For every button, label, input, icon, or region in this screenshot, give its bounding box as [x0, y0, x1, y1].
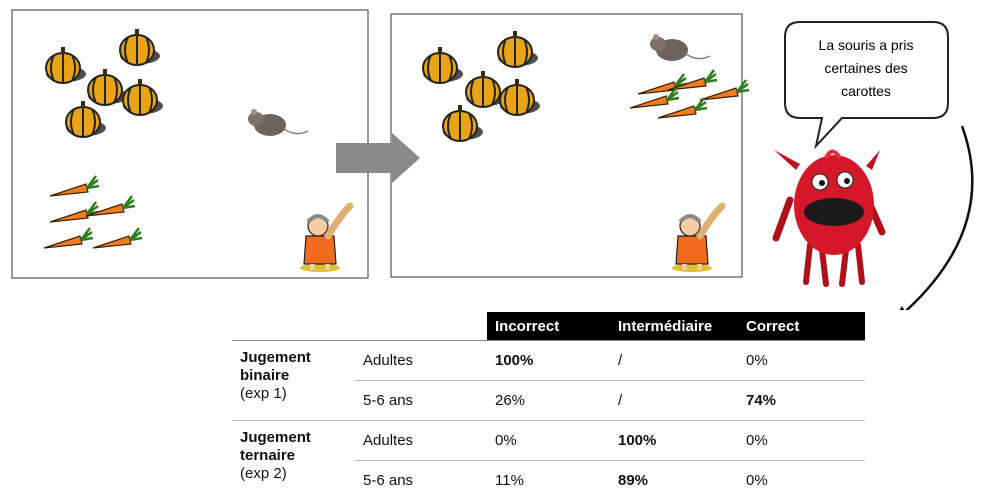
- cell: 5-6 ans: [355, 381, 487, 421]
- cell: Adultes: [355, 341, 487, 381]
- cell: 100%: [610, 421, 738, 461]
- group-title: Jugement: [240, 429, 355, 447]
- cell: 100%: [487, 341, 610, 381]
- group-label: Jugement binaire (exp 1): [232, 341, 355, 421]
- curved-arrow-head: [892, 306, 908, 310]
- illustration: La souris a pris certaines des carottes: [0, 0, 981, 310]
- group-note: (exp 1): [240, 385, 355, 403]
- cell: 0%: [738, 341, 865, 381]
- cell: 0%: [738, 421, 865, 461]
- bubble-text: certaines des: [824, 60, 907, 76]
- cell: 5-6 ans: [355, 461, 487, 500]
- group-title: Jugement: [240, 349, 355, 367]
- header-cell: Intermédiaire: [610, 312, 738, 341]
- cell: Adultes: [355, 421, 487, 461]
- group-title: ternaire: [240, 447, 355, 465]
- header-blank: [232, 312, 355, 341]
- group-label: Jugement ternaire (exp 2): [232, 421, 355, 500]
- row: Jugement binaire (exp 1) Adultes 100% / …: [232, 341, 865, 381]
- group-title: binaire: [240, 367, 355, 385]
- cell: 11%: [487, 461, 610, 500]
- header-cell: Correct: [738, 312, 865, 341]
- curved-arrow: [898, 126, 972, 310]
- row: Jugement ternaire (exp 2) Adultes 0% 100…: [232, 421, 865, 461]
- results-table: Incorrect Intermédiaire Correct Jugement…: [232, 312, 865, 500]
- header-row: Incorrect Intermédiaire Correct: [232, 312, 865, 341]
- puppet: [774, 150, 882, 284]
- cell: 26%: [487, 381, 610, 421]
- bubble-text: La souris a pris: [819, 37, 914, 53]
- cell: 89%: [610, 461, 738, 500]
- cell: 0%: [738, 461, 865, 500]
- cell: /: [610, 341, 738, 381]
- cell: 74%: [738, 381, 865, 421]
- header-blank: [355, 312, 487, 341]
- cell: /: [610, 381, 738, 421]
- header-cell: Incorrect: [487, 312, 610, 341]
- bubble-text: carottes: [841, 83, 891, 99]
- cell: 0%: [487, 421, 610, 461]
- group-note: (exp 2): [240, 465, 355, 483]
